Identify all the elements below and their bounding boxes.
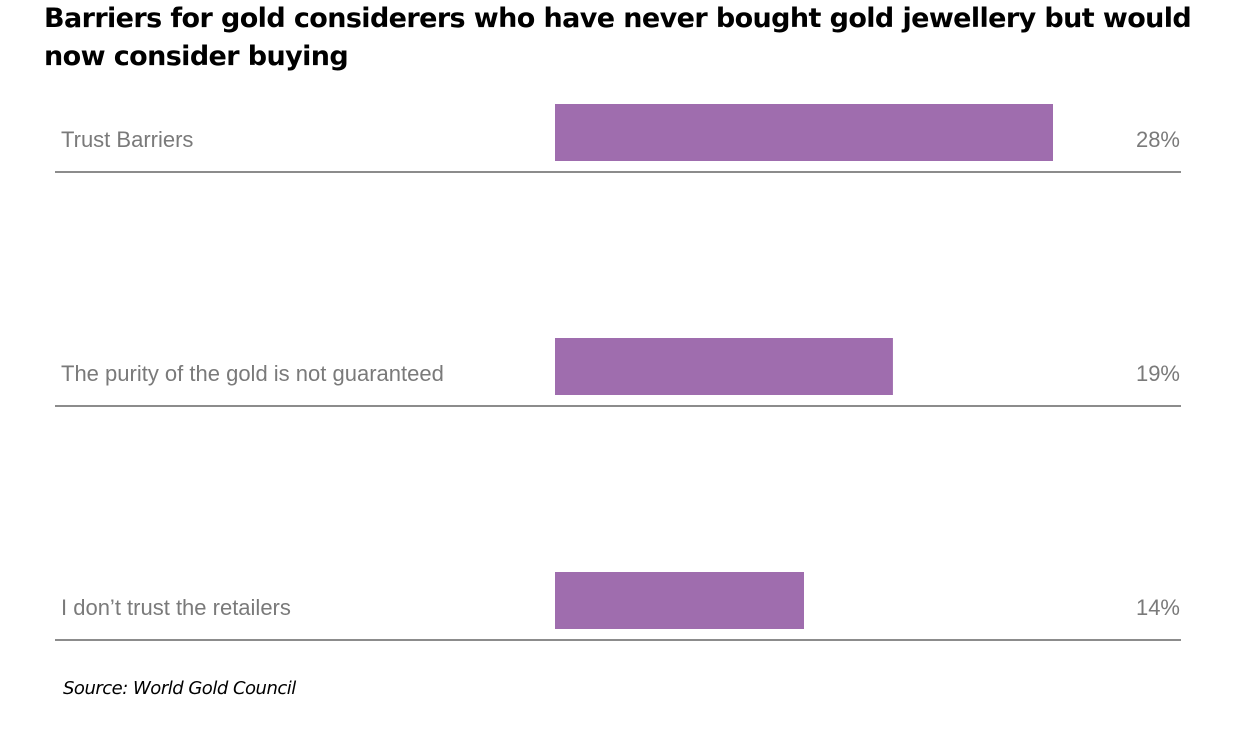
value-label-2: 19% bbox=[1136, 361, 1180, 386]
category-label-3: I don’t trust the retailers bbox=[61, 595, 291, 620]
value-label-3: 14% bbox=[1136, 595, 1180, 620]
category-label-2: The purity of the gold is not guaranteed bbox=[61, 361, 444, 386]
bar-2 bbox=[555, 338, 893, 395]
source-note: Source: World Gold Council bbox=[63, 678, 296, 699]
bar-1 bbox=[555, 104, 1053, 161]
bar-chart: Trust Barriers 28% The purity of the gold … bbox=[55, 104, 1181, 641]
chart-title: Barriers for gold considerers who have n… bbox=[44, 3, 1192, 72]
category-label-1: Trust Barriers bbox=[61, 127, 193, 152]
value-label-1: 28% bbox=[1136, 127, 1180, 152]
bar-3 bbox=[555, 572, 804, 629]
